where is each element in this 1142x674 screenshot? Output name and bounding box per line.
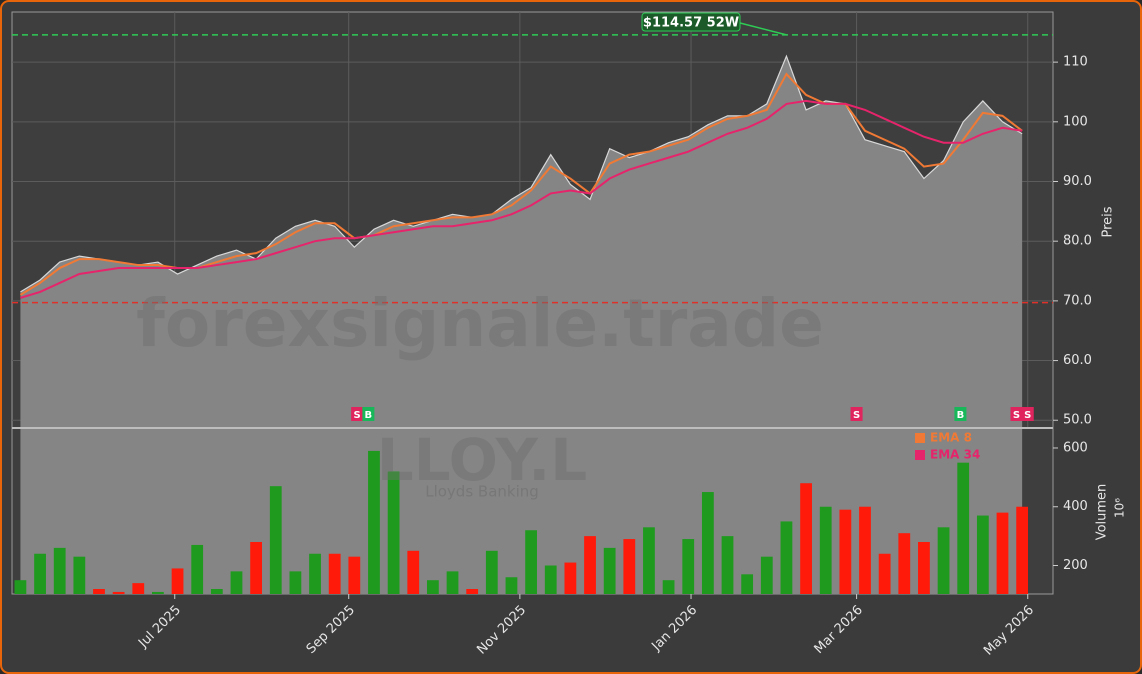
volume-bar bbox=[505, 577, 518, 594]
volume-bar bbox=[603, 547, 616, 594]
legend-swatch bbox=[915, 450, 925, 460]
y2-tick-label: 600 bbox=[1063, 440, 1088, 455]
volume-bar bbox=[73, 556, 86, 594]
legend-swatch bbox=[915, 433, 925, 443]
volume-bar bbox=[34, 553, 46, 594]
volume-bar bbox=[289, 571, 302, 594]
volume-bar bbox=[485, 550, 498, 594]
signal-label: S bbox=[1024, 410, 1031, 421]
volume-bar bbox=[701, 492, 714, 594]
y-tick-label: 80.0 bbox=[1063, 234, 1092, 249]
high-52w-arrow bbox=[739, 22, 787, 36]
volume-bar bbox=[269, 486, 282, 594]
volume-bar bbox=[93, 589, 105, 594]
y-tick-label: 110 bbox=[1063, 55, 1088, 70]
volume-bar bbox=[368, 450, 380, 594]
y-tick-label: 100 bbox=[1063, 114, 1088, 129]
volume-bar bbox=[152, 591, 164, 594]
volume-bar bbox=[407, 550, 420, 594]
legend-label: EMA 8 bbox=[930, 431, 972, 445]
y-tick-label: 90.0 bbox=[1063, 174, 1092, 189]
signal-label: S bbox=[354, 410, 361, 421]
high-52w-box bbox=[641, 12, 741, 32]
volume-bar bbox=[112, 591, 125, 594]
price-area bbox=[20, 56, 1023, 594]
volume-bar bbox=[957, 462, 970, 594]
volume-bar bbox=[878, 553, 891, 594]
volume-bar bbox=[171, 568, 184, 594]
volume-bar bbox=[584, 536, 596, 594]
y-tick-label: 50.0 bbox=[1063, 413, 1092, 428]
volume-bar bbox=[348, 556, 361, 594]
volume-bar bbox=[760, 556, 773, 594]
volume-bar bbox=[53, 547, 66, 594]
volume-bar bbox=[780, 521, 793, 594]
volume-bar bbox=[800, 483, 812, 594]
signal-marker bbox=[850, 407, 863, 421]
y2-scale-label: 10⁶ bbox=[1113, 498, 1127, 518]
y-axis-label: Preis bbox=[1101, 206, 1116, 237]
signal-marker bbox=[1021, 407, 1034, 421]
legend-label: EMA 34 bbox=[930, 448, 980, 462]
volume-bar bbox=[328, 553, 341, 594]
ticker-watermark: LLOY.L bbox=[377, 426, 587, 494]
volume-bar bbox=[662, 580, 675, 594]
y2-axis-label: Volumen bbox=[1095, 484, 1110, 541]
volume-bar bbox=[996, 512, 1009, 594]
y2-tick-label: 200 bbox=[1063, 558, 1088, 573]
y-tick-label: 70.0 bbox=[1063, 293, 1092, 308]
volume-bar bbox=[859, 506, 871, 594]
volume-bar bbox=[466, 589, 479, 594]
volume-bar bbox=[210, 589, 223, 594]
volume-bar bbox=[309, 553, 321, 594]
volume-bar bbox=[14, 580, 27, 594]
volume-bar bbox=[564, 562, 577, 594]
volume-bar bbox=[898, 533, 911, 594]
signal-label: S bbox=[853, 410, 860, 421]
signal-marker bbox=[954, 407, 967, 421]
volume-bar bbox=[426, 580, 439, 594]
volume-bar bbox=[446, 571, 459, 594]
y2-tick-label: 400 bbox=[1063, 499, 1088, 514]
company-watermark: Lloyds Banking bbox=[425, 483, 539, 501]
volume-bar bbox=[741, 574, 754, 594]
ema-line bbox=[20, 99, 1023, 299]
volume-bar bbox=[191, 544, 204, 594]
volume-bar bbox=[132, 583, 145, 594]
signal-label: B bbox=[365, 410, 373, 421]
volume-bar bbox=[682, 539, 695, 594]
volume-bar bbox=[721, 536, 734, 594]
volume-bar bbox=[1016, 506, 1029, 594]
volume-bar bbox=[643, 527, 655, 594]
signal-marker bbox=[362, 407, 375, 421]
volume-bar bbox=[918, 541, 930, 594]
volume-bar bbox=[250, 541, 263, 594]
volume-bar bbox=[544, 565, 557, 594]
close-line bbox=[20, 54, 1023, 293]
signal-label: B bbox=[957, 410, 965, 421]
high-52w-label: $114.57 52W bbox=[643, 16, 739, 31]
volume-bar bbox=[839, 509, 852, 594]
volume-bar bbox=[937, 527, 950, 594]
volume-bar bbox=[387, 471, 400, 594]
signal-marker bbox=[351, 407, 364, 421]
signal-marker bbox=[1010, 407, 1023, 421]
volume-bar bbox=[525, 530, 537, 594]
volume-bar bbox=[623, 539, 636, 594]
y-tick-label: 60.0 bbox=[1063, 353, 1092, 368]
volume-bar bbox=[230, 571, 243, 594]
volume-bar bbox=[819, 506, 832, 594]
signal-label: S bbox=[1013, 410, 1020, 421]
watermark: forexsignale.trade bbox=[136, 285, 824, 362]
volume-bar bbox=[976, 515, 989, 594]
